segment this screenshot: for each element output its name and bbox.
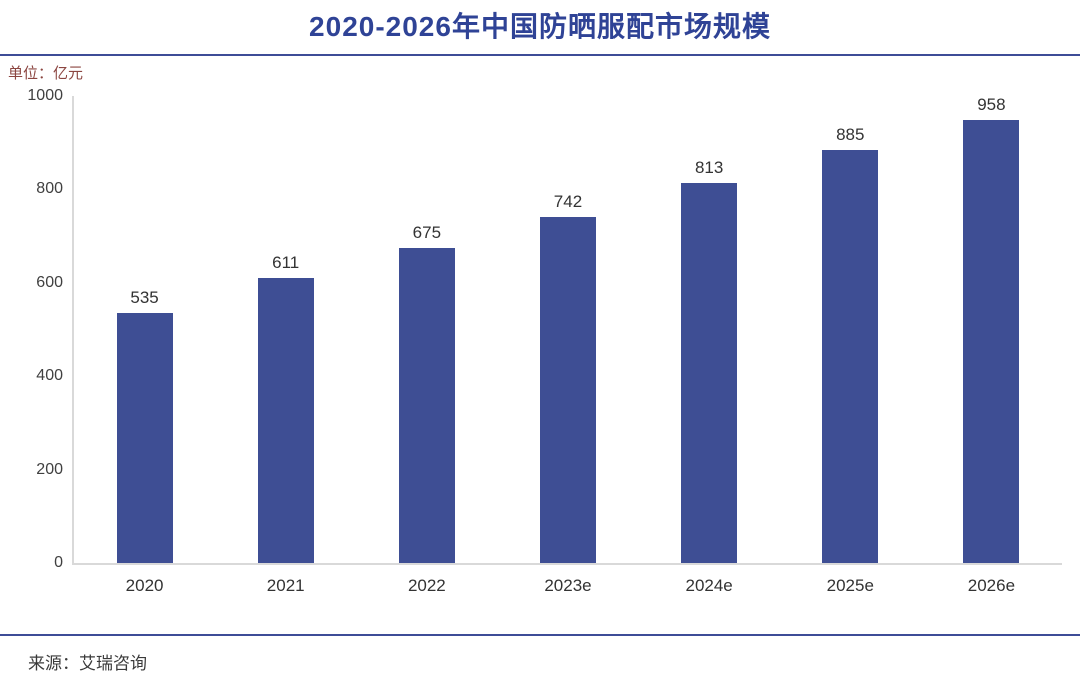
x-axis-label: 2020: [125, 576, 164, 595]
bar-chart: 0 200 400 600 800 1000 535 2020 611 2021 675 2022 7…: [27, 88, 1062, 594]
bar: [539, 216, 596, 563]
y-tick-label: 0: [54, 554, 63, 571]
x-axis-label: 2022: [407, 576, 446, 595]
bar-value-label: 885: [836, 124, 865, 144]
unit-label: 单位：亿元: [8, 65, 84, 82]
bar-group: 885 2025e: [780, 96, 921, 594]
y-tick-label: 200: [36, 460, 63, 478]
x-axis-label: 2023e: [544, 576, 592, 595]
bar-group: 958 2026e: [921, 95, 1062, 594]
x-axis-label: 2026e: [967, 576, 1016, 595]
bar-group: 742 2023e: [497, 96, 638, 594]
bar-value-label: 535: [130, 288, 159, 308]
x-axis-label: 2021: [266, 576, 305, 595]
bar-group: 675 2022: [356, 96, 497, 594]
bar-group: 611 2021: [215, 96, 356, 594]
bar-group: 535 2020: [74, 96, 215, 594]
bar-value-label: 742: [553, 191, 583, 211]
bar: [681, 183, 738, 563]
page-title: 2020-2026年中国防晒服配市场规模: [309, 11, 771, 42]
bar: [963, 120, 1020, 563]
bar-group: 813 2024e: [639, 96, 780, 594]
bar: [398, 247, 455, 563]
bar-value-label: 611: [272, 252, 300, 272]
y-tick-label: 400: [36, 367, 63, 385]
bars: 535 2020 611 2021 675 2022 742 2023e 813 2024e 885…: [74, 95, 1062, 594]
bar: [257, 277, 314, 563]
bar-value-label: 958: [977, 95, 1006, 114]
source-label: 来源：艾瑞咨询: [28, 654, 147, 673]
bar: [116, 313, 173, 563]
bar-value-label: 675: [412, 222, 442, 242]
bottom-divider-line: [0, 634, 1080, 636]
y-tick-label: 800: [36, 180, 63, 198]
x-axis-label: 2024e: [685, 576, 733, 595]
bar-value-label: 813: [694, 158, 724, 178]
y-tick-label: 1000: [27, 87, 63, 104]
top-divider-line: [0, 54, 1080, 56]
x-axis-label: 2025e: [826, 576, 874, 595]
y-tick-label: 600: [36, 273, 63, 291]
bar: [822, 149, 879, 563]
